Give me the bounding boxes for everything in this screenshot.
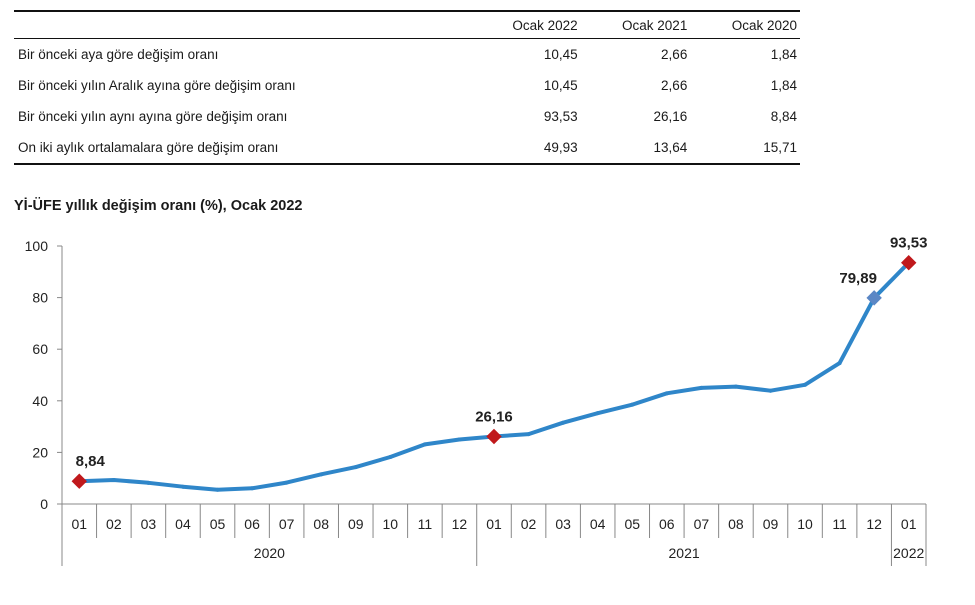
table-row: Bir önceki yılın aynı ayına göre değişim… [14, 101, 800, 132]
cell-value: 10,45 [543, 47, 578, 62]
data-point [180, 484, 185, 489]
x-tick-label: 03 [141, 516, 157, 532]
data-point [664, 391, 669, 396]
table-row: On iki aylık ortalamalara göre değişim o… [14, 132, 800, 165]
cell-value: 8,84 [770, 109, 797, 124]
y-tick-label: 0 [40, 496, 48, 512]
x-tick-label: 06 [659, 516, 675, 532]
y-tick-label: 100 [25, 238, 49, 254]
data-point [388, 455, 393, 460]
table-header-ocak-2020: Ocak 2020 [690, 10, 800, 39]
table-header-ocak-2022: Ocak 2022 [471, 10, 581, 39]
x-year-label: 2022 [893, 545, 924, 561]
data-label: 93,53 [890, 235, 928, 252]
data-point [284, 480, 289, 485]
x-tick-label: 06 [244, 516, 260, 532]
data-point [561, 420, 566, 425]
highlight-marker [901, 254, 917, 271]
data-point [526, 432, 531, 437]
data-point [250, 486, 255, 491]
x-tick-label: 11 [832, 516, 847, 532]
data-point [422, 442, 427, 447]
data-point [457, 437, 462, 442]
row-label: Bir önceki yılın aynı ayına göre değişim… [18, 109, 288, 124]
row-label: Bir önceki yılın Aralık ayına göre değiş… [18, 78, 296, 93]
x-tick-label: 07 [279, 516, 295, 532]
cell-value: 49,93 [471, 132, 581, 165]
x-tick-label: 10 [797, 516, 813, 532]
data-point [768, 388, 773, 393]
cell-value: 1,84 [770, 47, 797, 62]
data-point [595, 411, 600, 416]
x-tick-label: 09 [763, 516, 779, 532]
y-tick-label: 20 [32, 444, 48, 460]
data-point [111, 478, 116, 483]
x-tick-label: 02 [106, 516, 122, 532]
cell-value: 2,66 [661, 78, 688, 93]
data-point [215, 487, 220, 492]
x-tick-label: 05 [624, 516, 640, 532]
x-tick-label: 11 [418, 516, 433, 532]
data-point [733, 384, 738, 389]
x-tick-label: 01 [71, 516, 87, 532]
cell-value: 13,64 [580, 132, 691, 165]
table-row: Bir önceki yılın Aralık ayına göre değiş… [14, 70, 800, 101]
y-tick-label: 40 [32, 393, 48, 409]
x-tick-label: 08 [313, 516, 329, 532]
x-tick-label: 03 [555, 516, 571, 532]
data-point [146, 480, 151, 485]
y-tick-label: 60 [32, 341, 48, 357]
row-label: Bir önceki aya göre değişim oranı [18, 47, 219, 62]
cell-value: 1,84 [770, 78, 797, 93]
highlight-marker [71, 473, 87, 489]
x-tick-label: 09 [348, 516, 364, 532]
row-label: On iki aylık ortalamalara göre değişim o… [14, 132, 472, 165]
highlight-marker [486, 428, 502, 445]
cell-value: 10,45 [543, 78, 578, 93]
x-tick-label: 04 [175, 516, 191, 532]
x-tick-label: 01 [901, 516, 917, 532]
x-tick-label: 04 [590, 516, 606, 532]
x-tick-label: 01 [486, 516, 502, 532]
x-tick-label: 05 [210, 516, 226, 532]
data-point [803, 382, 808, 387]
data-point [837, 361, 842, 366]
cell-value: 26,16 [653, 109, 688, 124]
data-point [353, 465, 358, 470]
data-label: 79,89 [839, 270, 877, 287]
table-header-ocak-2021: Ocak 2021 [580, 10, 691, 39]
series-line [77, 260, 911, 492]
data-point [699, 385, 704, 390]
summary-table: Ocak 2022 Ocak 2021 Ocak 2020 Bir önceki… [14, 10, 800, 165]
table-header-label [14, 10, 472, 39]
data-point [630, 402, 635, 407]
x-year-label: 2021 [669, 545, 700, 561]
chart-title: Yİ-ÜFE yıllık değişim oranı (%), Ocak 20… [14, 198, 303, 214]
table-row: Bir önceki aya göre değişim oranı 10,45 … [14, 39, 800, 71]
table-header-row: Ocak 2022 Ocak 2021 Ocak 2020 [14, 10, 800, 39]
highlight-marker [866, 290, 882, 306]
data-label: 8,84 [76, 453, 106, 470]
x-tick-label: 08 [728, 516, 744, 532]
cell-value: 2,66 [661, 47, 688, 62]
x-year-label: 2020 [254, 545, 285, 561]
x-tick-label: 12 [452, 516, 468, 532]
x-tick-label: 12 [866, 516, 882, 532]
y-tick-label: 80 [32, 290, 48, 306]
cell-value: 15,71 [690, 132, 800, 165]
x-tick-label: 10 [383, 516, 399, 532]
line-chart: 0 20 40 60 80 100 01 02 03 04 05 06 07 08 09 10 11 12 01 02… [25, 235, 928, 566]
data-label: 26,16 [475, 409, 513, 426]
data-point [319, 472, 324, 477]
x-tick-label: 02 [521, 516, 537, 532]
cell-value: 93,53 [543, 109, 578, 124]
x-tick-label: 07 [694, 516, 710, 532]
